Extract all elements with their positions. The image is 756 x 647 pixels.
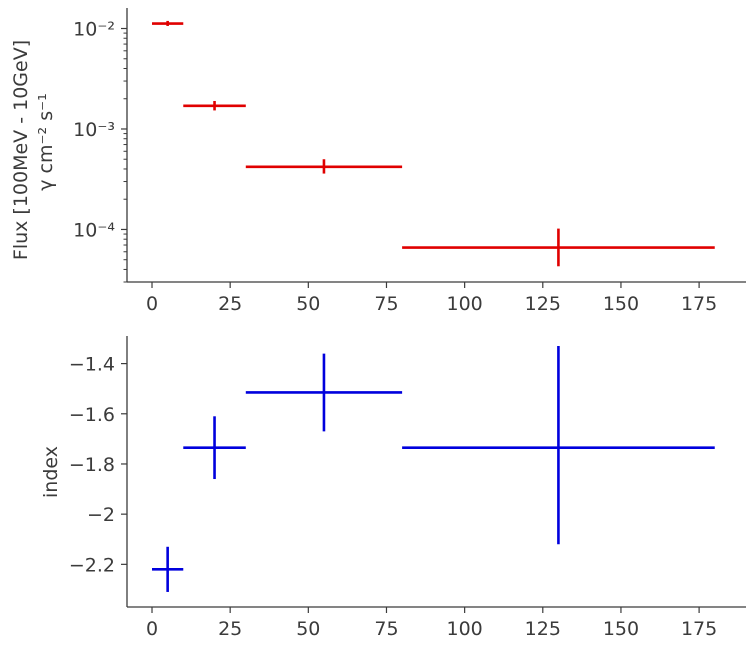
flux-axes — [126, 8, 746, 283]
index-ytick-label: −2 — [87, 504, 115, 526]
flux-xtick-label: 25 — [218, 293, 242, 315]
flux-xtick-label: 75 — [374, 293, 398, 315]
index-data-point — [183, 416, 246, 480]
index-ytick-label: −1.6 — [69, 404, 115, 426]
index-panel: 0 25 50 75 100 125 150 175 −2.2 −2 −1.8 −1.6 −1.4 in… — [40, 336, 746, 640]
index-ticks: 0 25 50 75 100 125 150 175 −2.2 −2 −1.8 −1.6 −1.4 — [69, 354, 717, 640]
flux-data-point — [402, 228, 715, 267]
index-xtick-label: 75 — [374, 618, 398, 640]
index-xtick-label: 150 — [603, 618, 639, 640]
flux-xtick-label: 100 — [447, 293, 483, 315]
flux-data-point — [245, 159, 403, 174]
flux-ylabel-line-1: Flux [100MeV - 10GeV] — [10, 40, 32, 260]
flux-ylabel-line-2: γ cm⁻² s⁻¹ — [35, 93, 57, 190]
index-data-points — [152, 346, 715, 592]
index-data-point — [152, 546, 184, 592]
flux-xtick-label: 0 — [146, 293, 158, 315]
index-ytick-label: −1.8 — [69, 454, 115, 476]
index-ylabel: index — [40, 446, 62, 498]
index-ytick-label: −1.4 — [69, 354, 115, 376]
flux-data-points — [152, 20, 715, 267]
flux-xtick-label: 175 — [681, 293, 717, 315]
flux-ticks: 0 25 50 75 100 125 150 175 10⁻⁴ 10⁻³ 10⁻² — [73, 19, 717, 315]
index-xtick-label: 25 — [218, 618, 242, 640]
flux-data-point — [152, 20, 184, 26]
flux-ytick-label: 10⁻² — [73, 19, 115, 41]
flux-data-point — [183, 100, 246, 111]
index-xtick-label: 100 — [447, 618, 483, 640]
index-data-point — [402, 346, 715, 545]
flux-ytick-label: 10⁻⁴ — [73, 219, 115, 241]
flux-xtick-label: 50 — [296, 293, 320, 315]
index-data-point — [245, 353, 403, 432]
flux-ytick-label: 10⁻³ — [73, 119, 115, 141]
flux-xtick-label: 150 — [603, 293, 639, 315]
index-xtick-label: 0 — [146, 618, 158, 640]
index-axes — [126, 336, 746, 608]
flux-xtick-label: 125 — [525, 293, 561, 315]
index-xtick-label: 125 — [525, 618, 561, 640]
index-xtick-label: 50 — [296, 618, 320, 640]
index-ytick-label: −2.2 — [69, 554, 115, 576]
index-xtick-label: 175 — [681, 618, 717, 640]
flux-panel: 0 25 50 75 100 125 150 175 10⁻⁴ 10⁻³ 10⁻² Flux [10… — [10, 8, 746, 315]
